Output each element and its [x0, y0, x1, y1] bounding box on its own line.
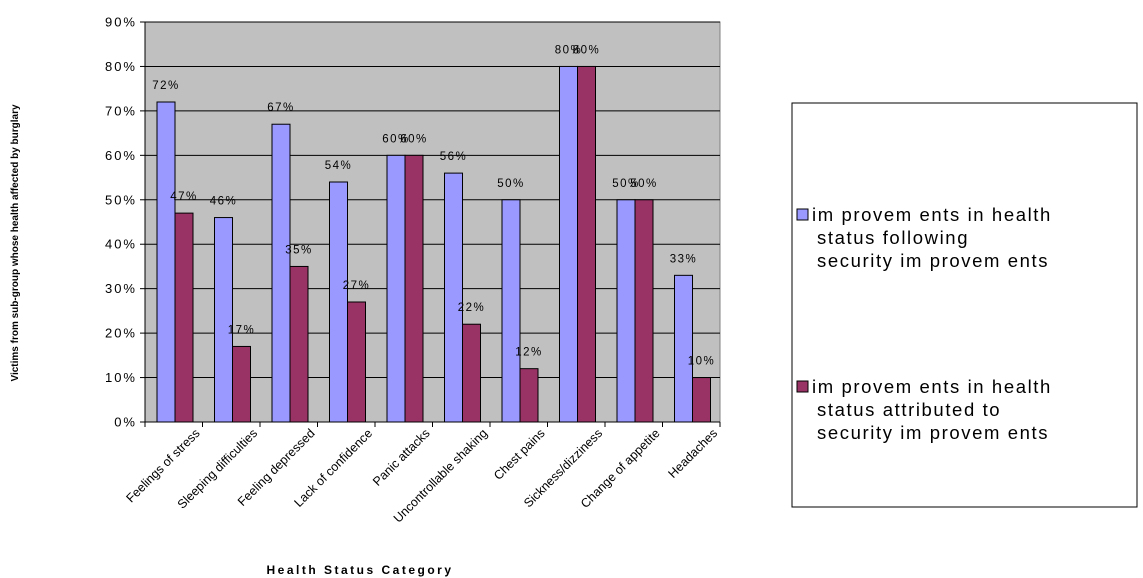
category-label: Panic attacks — [370, 426, 432, 488]
data-label: 67% — [267, 102, 295, 114]
legend-label: status attributed to — [817, 399, 1001, 420]
y-tick-label: 80% — [105, 59, 137, 74]
bar-following — [501, 199, 521, 423]
bar-attributed — [232, 345, 251, 423]
bar-following — [674, 274, 693, 423]
data-label: 35% — [285, 244, 313, 256]
bar-following — [444, 172, 463, 423]
legend-label: security im provem ents — [817, 422, 1049, 443]
bar-following — [386, 154, 406, 423]
data-label: 80% — [573, 44, 601, 56]
category-label: Uncontrollable shaking — [391, 426, 490, 525]
data-label: 54% — [325, 160, 353, 172]
bar-following — [271, 123, 291, 423]
bar-attributed — [634, 199, 654, 423]
data-label: 47% — [170, 191, 198, 203]
y-tick-label: 40% — [105, 237, 137, 252]
y-tick-label: 10% — [105, 370, 137, 385]
legend-box — [791, 102, 1138, 508]
legend-label: im provem ents in health — [812, 376, 1052, 397]
category-label: Chest pains — [491, 426, 548, 483]
y-tick-label: 90% — [105, 15, 137, 30]
data-label: 33% — [670, 253, 698, 265]
bar-attributed — [174, 212, 194, 423]
data-label: 56% — [440, 151, 468, 163]
data-label: 12% — [515, 347, 543, 359]
y-tick-label: 50% — [105, 192, 137, 207]
y-axis-title: Victims from sub-group whose health affe… — [10, 104, 21, 382]
y-tick-label: 0% — [114, 415, 137, 430]
y-tick-label: 30% — [105, 281, 137, 296]
data-label: 27% — [343, 280, 371, 292]
category-label: Headaches — [665, 426, 720, 481]
bar-attributed — [289, 265, 309, 423]
data-label: 46% — [210, 196, 238, 208]
bar-attributed — [462, 323, 481, 423]
bar-attributed — [519, 368, 539, 423]
data-label: 22% — [458, 302, 486, 314]
legend-swatch — [796, 208, 809, 221]
legend-label: im provem ents in health — [812, 204, 1052, 225]
bar-attributed — [577, 65, 596, 423]
data-label: 50% — [497, 178, 525, 190]
legend-swatch — [796, 380, 809, 393]
data-label: 60% — [382, 133, 410, 145]
bar-following — [214, 217, 233, 423]
data-label: 50% — [612, 178, 640, 190]
data-label: 60% — [400, 133, 428, 145]
data-label: 50% — [630, 178, 658, 190]
bar-following — [329, 181, 348, 423]
bar-attributed — [404, 154, 424, 423]
data-label: 72% — [152, 80, 180, 92]
data-label: 80% — [555, 44, 583, 56]
bar-following — [156, 101, 176, 423]
y-tick-label: 70% — [105, 103, 137, 118]
x-axis-title: Health Status Category — [266, 563, 453, 577]
legend-label: security im provem ents — [817, 250, 1049, 271]
y-tick-label: 60% — [105, 148, 137, 163]
plot-area: 0%10%20%30%40%50%60%70%80%90%72%47%Feeli… — [105, 15, 721, 526]
legend-label: status following — [817, 227, 969, 248]
data-label: 17% — [228, 324, 256, 336]
y-tick-label: 20% — [105, 326, 137, 341]
bar-attributed — [347, 301, 366, 423]
bar-attributed — [692, 377, 711, 423]
bar-following — [616, 199, 636, 423]
bar-following — [559, 65, 578, 423]
data-label: 10% — [688, 356, 716, 368]
